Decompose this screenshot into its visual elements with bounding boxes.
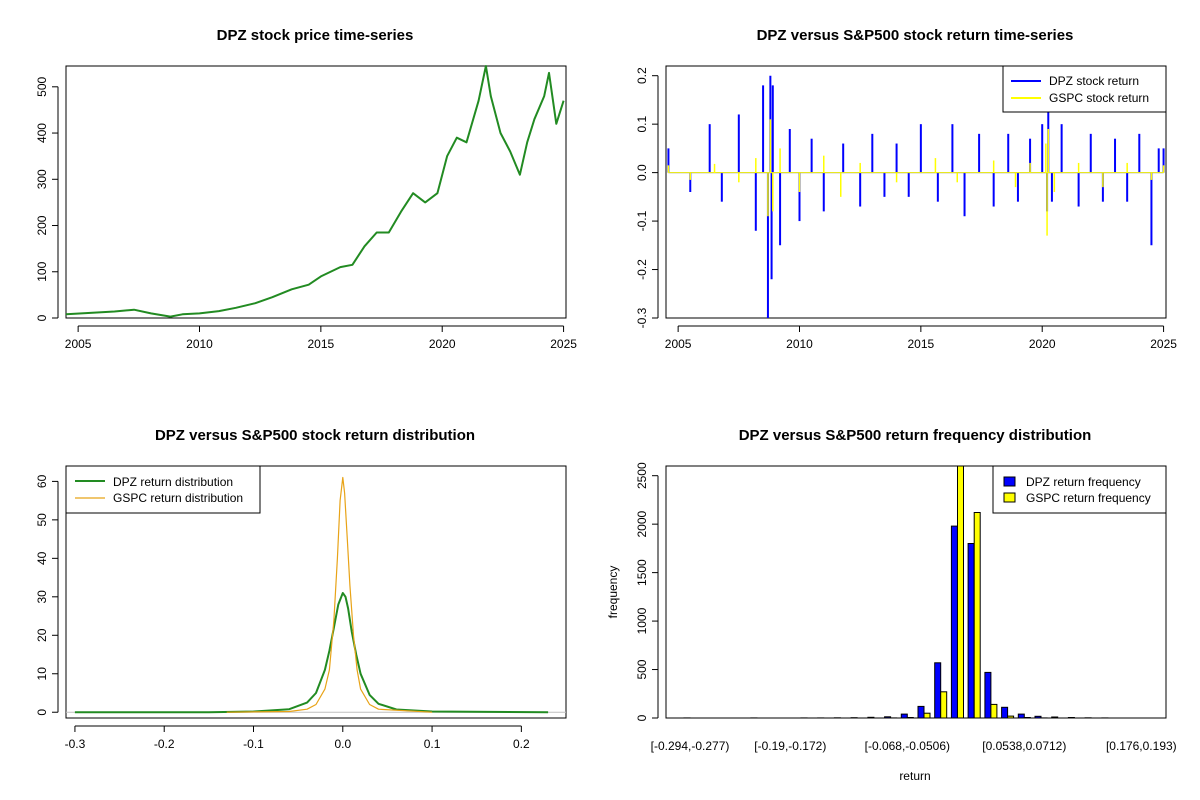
legend-swatch	[1003, 476, 1016, 487]
x-tick-label: 2010	[786, 337, 813, 351]
y-tick-label: 500	[635, 659, 649, 679]
chart-return-distribution: DPZ versus S&P500 stock return distribut…	[35, 427, 567, 751]
chart-title: DPZ versus S&P500 stock return distribut…	[155, 427, 475, 444]
plot-frame	[665, 65, 1167, 319]
y-tick-label: 200	[35, 215, 49, 235]
bar	[923, 712, 931, 719]
y-tick-label: 2000	[635, 510, 649, 537]
bar	[900, 713, 908, 719]
y-tick-label: 2500	[635, 462, 649, 489]
bar	[917, 705, 925, 719]
chart-price-timeseries: DPZ stock price time-series 2005 2010 2015…	[35, 27, 577, 351]
y-tick-label: 500	[35, 76, 49, 96]
legend-entry: DPZ stock return	[1049, 74, 1139, 88]
bar	[1001, 706, 1009, 719]
legend-box	[1002, 65, 1167, 113]
y-tick-label: -0.2	[635, 259, 649, 280]
y-tick-label: 100	[35, 261, 49, 281]
y-tick-label: -0.1	[635, 210, 649, 231]
legend-entry: DPZ return frequency	[1026, 475, 1141, 489]
bar	[973, 512, 981, 719]
x-tick-label: 2025	[1150, 337, 1177, 351]
y-tick-label: 10	[35, 667, 49, 681]
series-line	[226, 476, 433, 713]
x-tick-label: -0.2	[154, 737, 175, 751]
series-line	[74, 592, 549, 714]
legend: DPZ return frequency GSPC return frequen…	[992, 465, 1167, 514]
chart-title: DPZ versus S&P500 stock return time-seri…	[757, 27, 1074, 44]
bar	[1051, 716, 1059, 719]
legend-entry: GSPC return frequency	[1026, 491, 1151, 505]
x-tick-label: 0.1	[424, 737, 441, 751]
x-tick-label: [-0.294,-0.277)	[651, 739, 730, 753]
chart-title: DPZ stock price time-series	[217, 27, 414, 44]
x-tick-label: 2015	[908, 337, 935, 351]
y-tick-label: 40	[35, 551, 49, 565]
x-tick-label: [-0.068,-0.0506)	[865, 739, 950, 753]
x-tick-label: [-0.19,-0.172)	[754, 739, 826, 753]
bar	[934, 662, 942, 719]
legend-box	[65, 465, 261, 514]
bar	[984, 671, 992, 719]
bar	[1007, 715, 1015, 719]
y-tick-label: 30	[35, 590, 49, 604]
bar	[867, 716, 875, 719]
x-tick-label: -0.3	[65, 737, 86, 751]
y-tick-label: 0	[35, 709, 49, 716]
bar	[957, 465, 964, 719]
chart-title: DPZ versus S&P500 return frequency distr…	[739, 427, 1092, 444]
bar	[940, 691, 948, 719]
bar	[990, 703, 998, 719]
x-tick-label: 2020	[429, 337, 456, 351]
x-tick-label: 2005	[665, 337, 692, 351]
y-tick-label: 60	[35, 474, 49, 488]
chart-return-timeseries: DPZ versus S&P500 stock return time-seri…	[635, 27, 1177, 351]
bar	[884, 716, 892, 719]
legend-box	[992, 465, 1167, 514]
x-tick-label: 2020	[1029, 337, 1056, 351]
y-tick-label: 0	[635, 714, 649, 721]
x-tick-label: 2015	[308, 337, 335, 351]
y-tick-label: 20	[35, 628, 49, 642]
x-tick-label: -0.1	[243, 737, 264, 751]
x-tick-label: 2010	[186, 337, 213, 351]
y-tick-label: 0.1	[635, 115, 649, 132]
legend-swatch	[1003, 492, 1016, 503]
bar	[1034, 715, 1042, 719]
y-tick-label: 1000	[635, 607, 649, 634]
x-tick-label: 2025	[550, 337, 577, 351]
series-line	[65, 65, 565, 318]
legend-entry: DPZ return distribution	[113, 475, 233, 489]
y-tick-label: 0.2	[635, 67, 649, 84]
legend-entry: GSPC stock return	[1049, 91, 1149, 105]
bar	[950, 525, 958, 719]
bar	[1017, 713, 1025, 719]
x-tick-label: [0.0538,0.0712)	[982, 739, 1066, 753]
y-tick-label: 1500	[635, 559, 649, 586]
plot-frame	[65, 465, 567, 719]
plot-frame	[665, 465, 1167, 719]
y-tick-label: 0	[35, 314, 49, 321]
legend-entry: GSPC return distribution	[113, 491, 243, 505]
plot-frame	[65, 65, 567, 319]
x-tick-label: 2005	[65, 337, 92, 351]
y-tick-label: 50	[35, 513, 49, 527]
legend: DPZ stock return GSPC stock return	[1002, 65, 1167, 113]
bar	[1067, 717, 1075, 719]
x-tick-label: 0.0	[334, 737, 351, 751]
y-axis-label: frequency	[606, 566, 620, 619]
y-tick-label: 300	[35, 169, 49, 189]
x-tick-label: 0.2	[513, 737, 530, 751]
bar	[1023, 717, 1031, 719]
bar	[906, 717, 914, 719]
y-tick-label: 0.0	[635, 164, 649, 181]
x-tick-label: [0.176,0.193)	[1106, 739, 1177, 753]
chart-return-frequency: DPZ versus S&P500 return frequency distr…	[606, 427, 1177, 783]
y-tick-label: -0.3	[635, 307, 649, 328]
bar	[967, 543, 975, 719]
y-tick-label: 400	[35, 123, 49, 143]
legend: DPZ return distribution GSPC return dist…	[65, 465, 261, 514]
x-axis-label: return	[899, 769, 930, 783]
